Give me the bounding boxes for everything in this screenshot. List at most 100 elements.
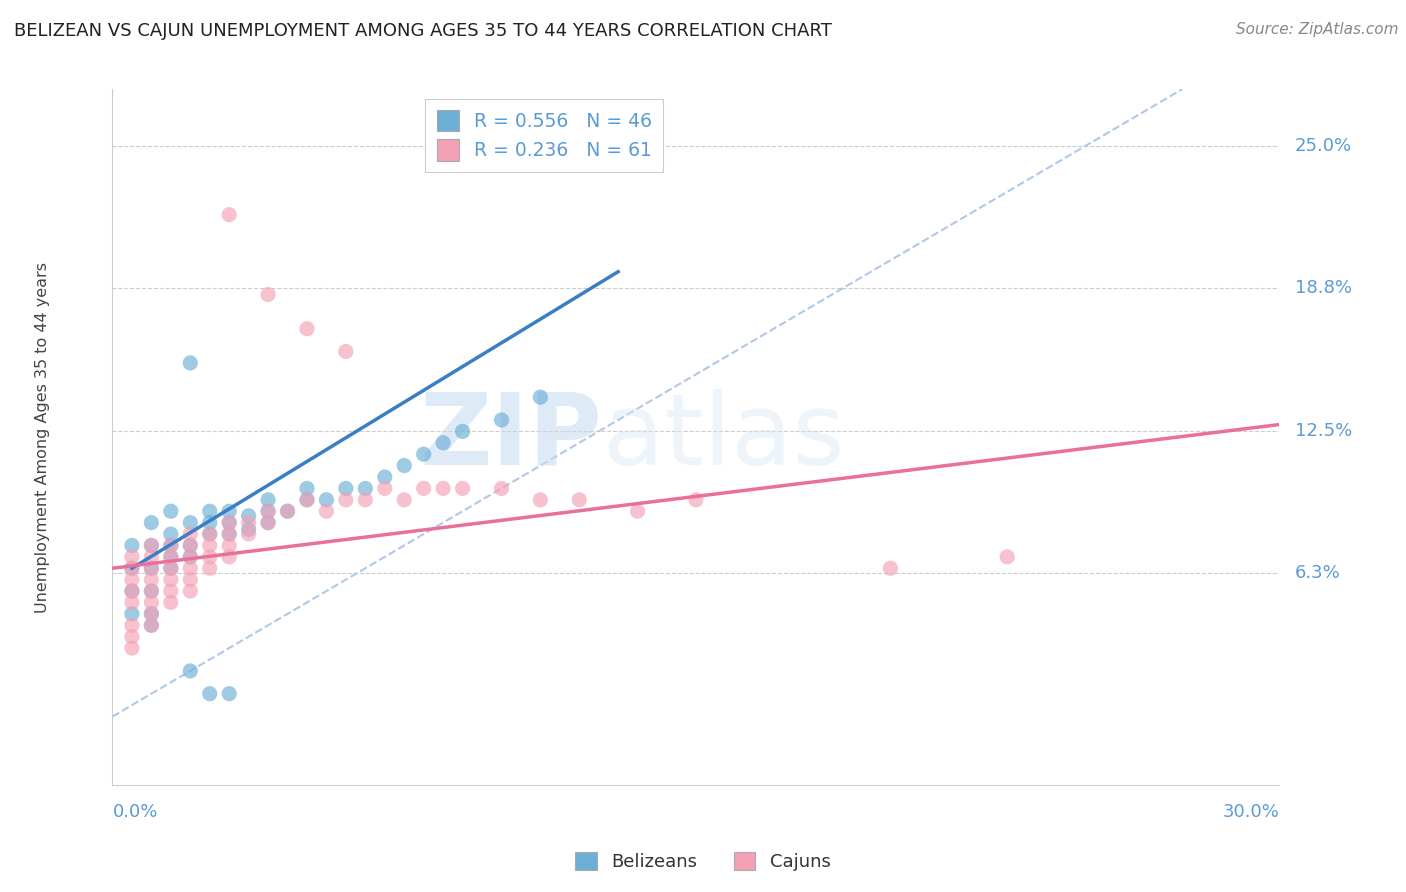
Point xyxy=(179,538,201,552)
Text: ZIP: ZIP xyxy=(420,389,603,485)
Point xyxy=(160,538,183,552)
Point xyxy=(491,413,513,427)
Point xyxy=(141,538,163,552)
Point xyxy=(412,482,434,496)
Text: 12.5%: 12.5% xyxy=(1295,423,1353,441)
Point xyxy=(141,618,163,632)
Point xyxy=(141,516,163,530)
Point xyxy=(374,482,396,496)
Point xyxy=(121,607,143,621)
Point xyxy=(141,607,163,621)
Point xyxy=(141,618,163,632)
Point xyxy=(141,561,163,575)
Point xyxy=(160,549,183,564)
Point xyxy=(451,482,474,496)
Point xyxy=(198,687,221,701)
Point xyxy=(257,504,280,518)
Text: BELIZEAN VS CAJUN UNEMPLOYMENT AMONG AGES 35 TO 44 YEARS CORRELATION CHART: BELIZEAN VS CAJUN UNEMPLOYMENT AMONG AGE… xyxy=(14,22,832,40)
Point xyxy=(491,482,513,496)
Point xyxy=(218,538,240,552)
Point xyxy=(374,470,396,484)
Point xyxy=(179,549,201,564)
Point xyxy=(295,322,318,336)
Point xyxy=(295,482,318,496)
Point xyxy=(315,492,337,507)
Text: 6.3%: 6.3% xyxy=(1295,564,1340,582)
Point xyxy=(218,527,240,541)
Point xyxy=(160,595,183,609)
Point xyxy=(627,504,650,518)
Point xyxy=(198,516,221,530)
Point xyxy=(179,356,201,370)
Point xyxy=(218,208,240,222)
Point xyxy=(160,549,183,564)
Point xyxy=(121,549,143,564)
Point xyxy=(160,538,183,552)
Point xyxy=(238,527,260,541)
Point xyxy=(238,508,260,523)
Point xyxy=(121,573,143,587)
Point xyxy=(295,492,318,507)
Point xyxy=(141,549,163,564)
Point xyxy=(160,573,183,587)
Point xyxy=(218,527,240,541)
Point xyxy=(160,584,183,599)
Point xyxy=(295,492,318,507)
Point xyxy=(141,573,163,587)
Point xyxy=(179,561,201,575)
Point xyxy=(392,492,416,507)
Point xyxy=(218,516,240,530)
Point xyxy=(432,482,454,496)
Point xyxy=(121,584,143,599)
Text: 30.0%: 30.0% xyxy=(1223,803,1279,822)
Point xyxy=(392,458,416,473)
Point xyxy=(568,492,591,507)
Point xyxy=(257,287,280,301)
Text: Unemployment Among Ages 35 to 44 years: Unemployment Among Ages 35 to 44 years xyxy=(35,261,51,613)
Point xyxy=(995,549,1018,564)
Point xyxy=(335,492,357,507)
Point xyxy=(141,595,163,609)
Point xyxy=(141,584,163,599)
Point xyxy=(179,584,201,599)
Point xyxy=(198,504,221,518)
Point xyxy=(179,527,201,541)
Point xyxy=(121,595,143,609)
Text: atlas: atlas xyxy=(603,389,844,485)
Text: Source: ZipAtlas.com: Source: ZipAtlas.com xyxy=(1236,22,1399,37)
Point xyxy=(335,482,357,496)
Point xyxy=(315,504,337,518)
Point xyxy=(179,664,201,678)
Point xyxy=(121,618,143,632)
Point xyxy=(121,641,143,656)
Text: 18.8%: 18.8% xyxy=(1295,278,1351,297)
Point xyxy=(198,561,221,575)
Point xyxy=(276,504,298,518)
Point xyxy=(179,538,201,552)
Point xyxy=(179,549,201,564)
Point xyxy=(160,527,183,541)
Point xyxy=(198,538,221,552)
Point xyxy=(141,607,163,621)
Point xyxy=(179,573,201,587)
Point xyxy=(276,504,298,518)
Point xyxy=(257,504,280,518)
Point xyxy=(257,516,280,530)
Point xyxy=(257,516,280,530)
Point xyxy=(198,527,221,541)
Point xyxy=(121,561,143,575)
Point xyxy=(529,492,551,507)
Point xyxy=(879,561,901,575)
Text: 25.0%: 25.0% xyxy=(1295,137,1351,155)
Point xyxy=(160,561,183,575)
Point xyxy=(121,584,143,599)
Point xyxy=(238,523,260,537)
Text: 0.0%: 0.0% xyxy=(112,803,157,822)
Point xyxy=(141,561,163,575)
Point xyxy=(179,516,201,530)
Point xyxy=(238,516,260,530)
Point xyxy=(160,561,183,575)
Point xyxy=(218,504,240,518)
Point xyxy=(141,538,163,552)
Point xyxy=(160,504,183,518)
